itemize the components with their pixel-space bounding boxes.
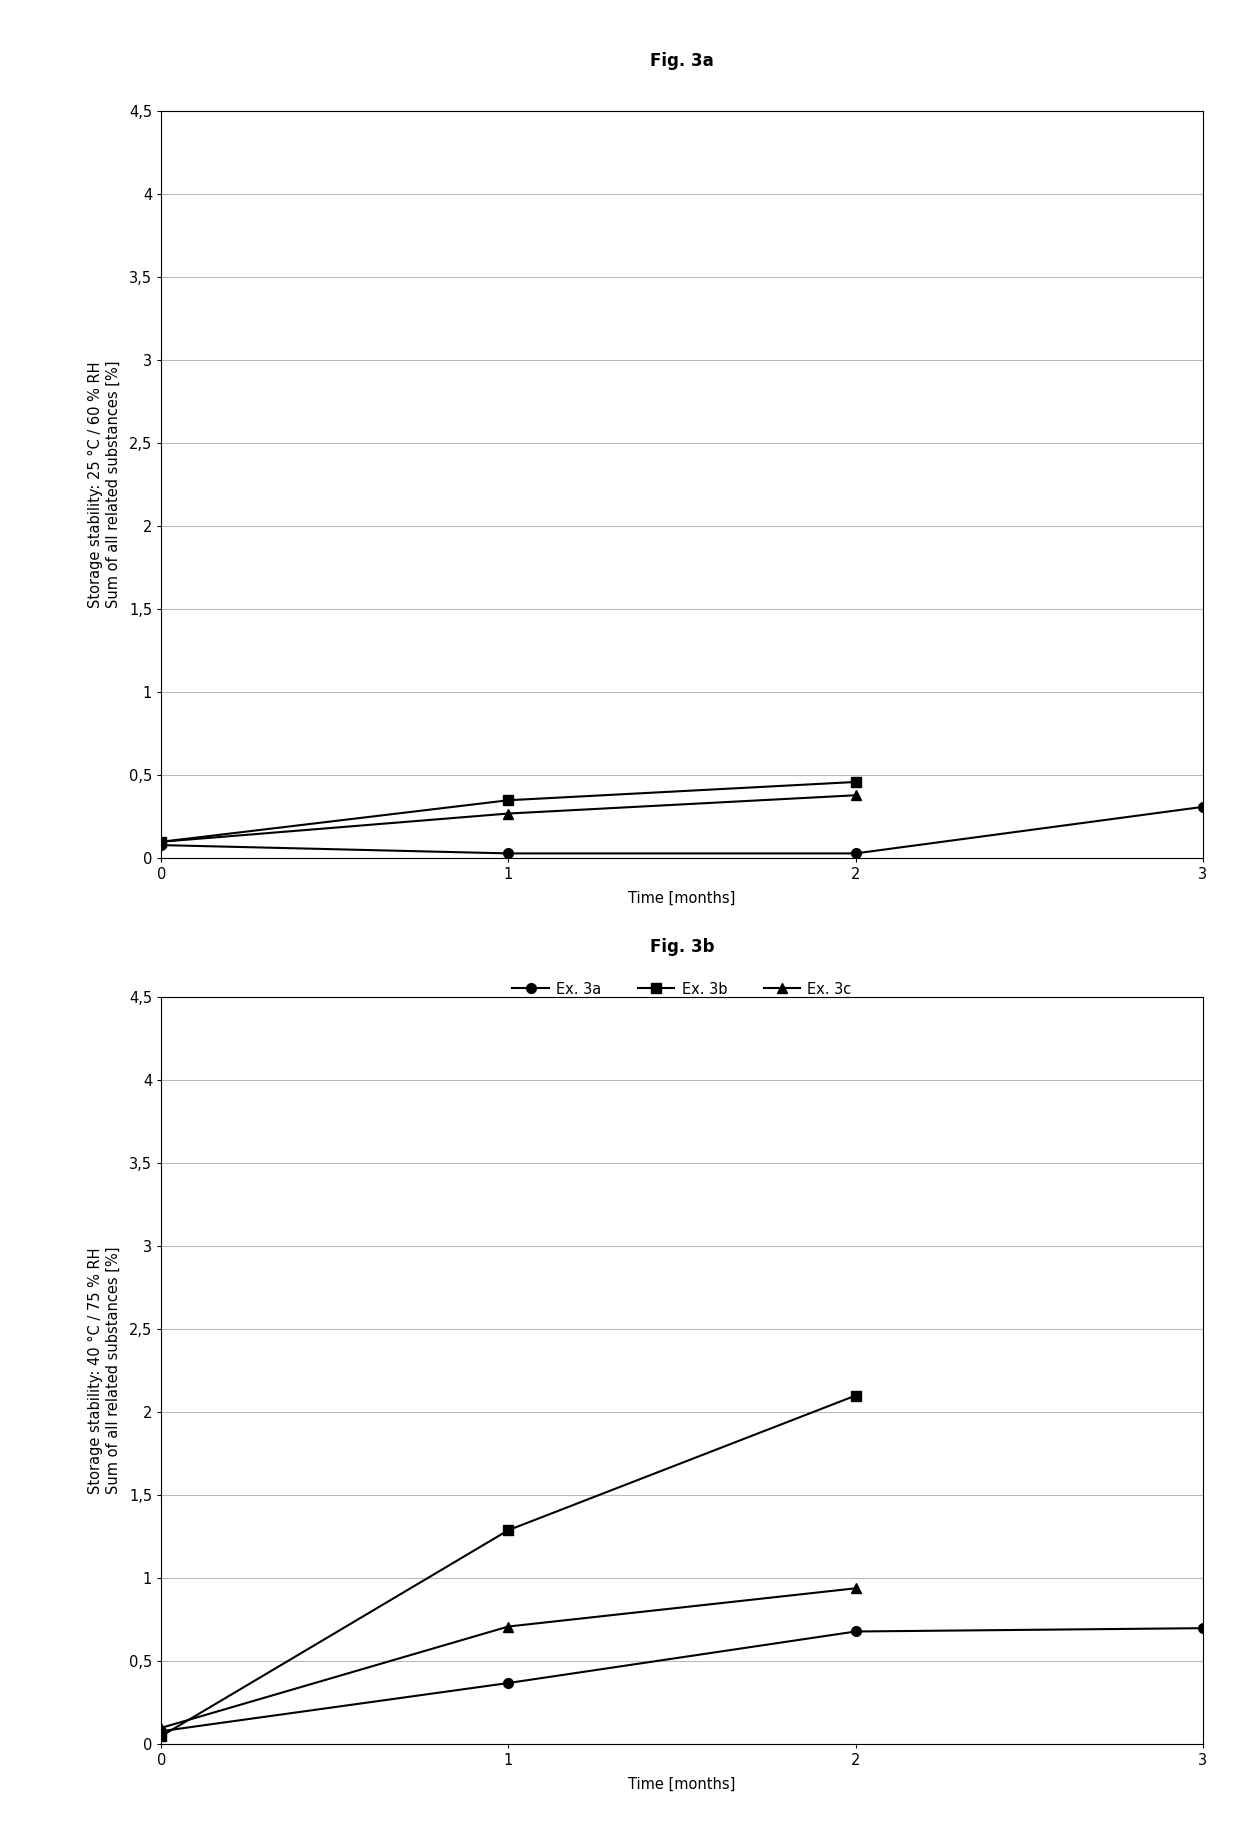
Line: Ex. 3a: Ex. 3a (156, 1623, 1208, 1735)
Ex. 3b (848, 772, 863, 794)
Ex. 3b (154, 1724, 169, 1746)
Ex. 3a (1195, 796, 1210, 818)
Ex. 3c (501, 803, 516, 825)
Text: Fig. 3a: Fig. 3a (650, 52, 714, 70)
Y-axis label: Storage stability: 40 °C / 75 % RH
Sum of all related substances [%]: Storage stability: 40 °C / 75 % RH Sum o… (88, 1246, 120, 1495)
X-axis label: Time [months]: Time [months] (629, 1778, 735, 1792)
Y-axis label: Storage stability: 25 °C / 60 % RH
Sum of all related substances [%]: Storage stability: 25 °C / 60 % RH Sum o… (88, 360, 120, 609)
Ex. 3a (501, 1672, 516, 1695)
Ex. 3b (501, 790, 516, 812)
Ex. 3a (848, 842, 863, 864)
Line: Ex. 3b: Ex. 3b (156, 1390, 861, 1741)
Legend: Ex. 3a, Ex. 3b, Ex. 3c: Ex. 3a, Ex. 3b, Ex. 3c (512, 982, 852, 997)
Text: Fig. 3b: Fig. 3b (650, 938, 714, 956)
Ex. 3a (848, 1621, 863, 1643)
Ex. 3a (1195, 1617, 1210, 1639)
Ex. 3a (501, 842, 516, 864)
Ex. 3c (154, 1717, 169, 1739)
Line: Ex. 3b: Ex. 3b (156, 777, 861, 847)
Ex. 3c (154, 831, 169, 853)
Ex. 3c (501, 1615, 516, 1637)
Ex. 3c (848, 1576, 863, 1599)
Ex. 3b (501, 1519, 516, 1541)
Ex. 3a (154, 834, 169, 857)
Line: Ex. 3c: Ex. 3c (156, 1584, 861, 1733)
Ex. 3b (154, 831, 169, 853)
Ex. 3b (848, 1384, 863, 1407)
Ex. 3a (154, 1720, 169, 1743)
Ex. 3c (848, 785, 863, 807)
Line: Ex. 3c: Ex. 3c (156, 790, 861, 847)
Line: Ex. 3a: Ex. 3a (156, 801, 1208, 858)
X-axis label: Time [months]: Time [months] (629, 892, 735, 906)
